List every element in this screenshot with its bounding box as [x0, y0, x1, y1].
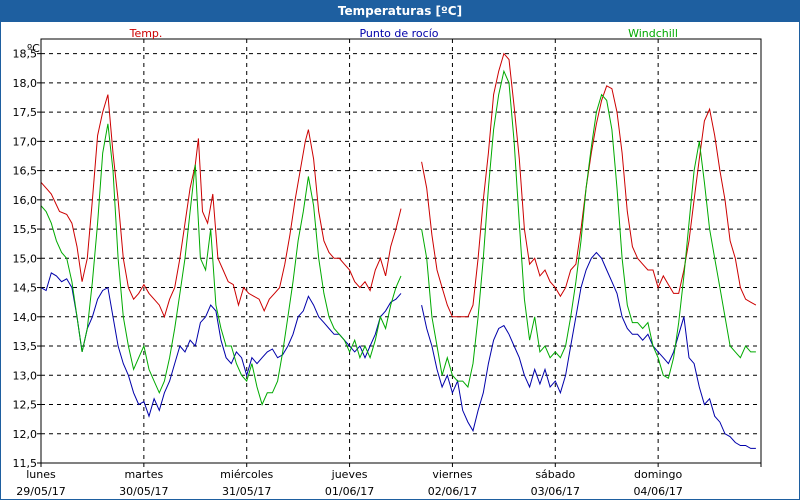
y-tick-label: 18,5 — [13, 48, 38, 61]
series-lines — [40, 52, 757, 449]
x-tick-weekday: martes — [124, 468, 163, 481]
x-tick-weekday: miércoles — [220, 468, 273, 481]
y-tick-label: 17,0 — [13, 135, 38, 148]
x-tick-date: 04/06/17 — [633, 485, 682, 498]
x-tick-date: 30/05/17 — [119, 485, 168, 498]
x-tick-weekday: viernes — [432, 468, 472, 481]
series-line-punto-de-roc-o — [40, 272, 402, 418]
y-tick-label: 15,0 — [13, 252, 38, 265]
x-tick-weekday: sábado — [535, 468, 575, 481]
y-tick-label: 12,0 — [13, 428, 38, 441]
y-tick-label: 16,0 — [13, 194, 38, 207]
grid — [41, 39, 761, 464]
legend-temp: Temp. — [129, 27, 163, 40]
y-tick-label: 13,5 — [13, 340, 38, 353]
x-tick-weekday: domingo — [634, 468, 682, 481]
series-line-punto-de-roc-o — [421, 251, 756, 449]
y-tick-label: 12,5 — [13, 399, 38, 412]
y-tick-label: 13,0 — [13, 369, 38, 382]
x-tick-date: 02/06/17 — [428, 485, 477, 498]
x-tick-date: 29/05/17 — [16, 485, 65, 498]
series-line-windchill — [421, 69, 756, 389]
y-tick-label: 16,5 — [13, 165, 38, 178]
x-tick-date: 03/06/17 — [531, 485, 580, 498]
y-tick-label: 15,5 — [13, 223, 38, 236]
x-tick-date: 31/05/17 — [222, 485, 271, 498]
series-line-windchill — [40, 123, 402, 406]
y-axis-unit-label: ºC — [27, 42, 40, 55]
series-line-temp- — [421, 52, 757, 318]
legend-windchill: Windchill — [628, 27, 678, 40]
legend-dewpoint: Punto de rocío — [359, 27, 438, 40]
window-title: Temperaturas [ºC] — [1, 1, 799, 22]
x-tick-date: 01/06/17 — [325, 485, 374, 498]
y-tick-label: 18,0 — [13, 77, 38, 90]
y-tick-label: 14,5 — [13, 282, 38, 295]
y-tick-label: 14,0 — [13, 311, 38, 324]
axes: 11,5 12,0 12,5 13,0 13,5 14,0 14,5 15,0 15,5 16,0… — [13, 38, 762, 498]
y-tick-label: 17,5 — [13, 106, 38, 119]
plot-border — [40, 38, 762, 464]
series-line-temp- — [40, 94, 402, 319]
y-tick-label: 11,5 — [13, 457, 38, 470]
x-tick-weekday: lunes — [26, 468, 56, 481]
x-tick-weekday: jueves — [331, 468, 368, 481]
